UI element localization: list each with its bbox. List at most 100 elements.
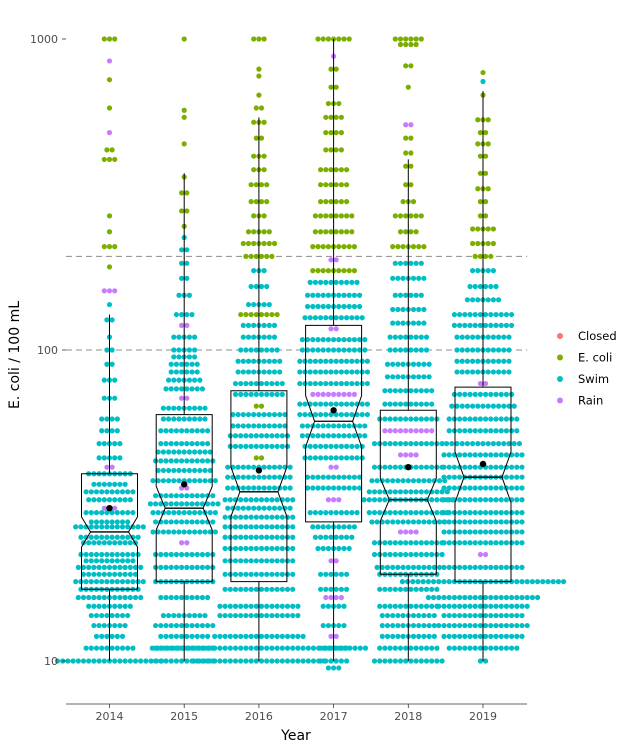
data-point <box>333 369 339 375</box>
data-point <box>186 334 192 340</box>
data-point <box>454 347 460 353</box>
data-point <box>457 311 463 318</box>
data-point <box>264 524 270 530</box>
data-point <box>258 443 265 449</box>
data-point <box>297 358 303 364</box>
data-point <box>210 551 216 558</box>
data-point <box>449 403 455 409</box>
data-point <box>423 347 430 353</box>
data-point <box>179 311 185 318</box>
data-point <box>366 510 372 516</box>
data-point <box>421 564 427 570</box>
data-point <box>158 594 164 601</box>
data-point <box>117 540 123 546</box>
data-point <box>245 322 252 328</box>
data-point <box>457 612 463 619</box>
data-point <box>519 603 525 609</box>
data-point <box>344 380 350 387</box>
data-point <box>253 612 259 619</box>
data-point <box>163 658 169 664</box>
data-point <box>117 594 123 601</box>
data-point <box>429 645 435 651</box>
data-point <box>132 594 139 601</box>
data-point <box>403 163 409 169</box>
data-point <box>323 443 329 449</box>
data-point <box>434 571 440 577</box>
data-point <box>454 358 460 364</box>
data-point <box>279 633 285 639</box>
data-point <box>266 369 272 375</box>
data-point <box>112 540 118 546</box>
data-point <box>392 416 398 422</box>
data-point <box>498 603 504 609</box>
data-point <box>503 594 509 601</box>
data-point <box>493 510 499 516</box>
data-point <box>130 489 136 495</box>
data-point <box>336 433 342 439</box>
data-point <box>269 443 275 449</box>
data-point <box>346 303 352 310</box>
data-point <box>325 268 331 274</box>
data-point <box>258 658 265 664</box>
data-point <box>488 322 494 328</box>
data-point <box>125 519 131 525</box>
data-point <box>282 423 288 429</box>
data-point <box>483 416 489 422</box>
data-point <box>514 428 520 434</box>
data-point <box>125 579 131 585</box>
data-point <box>307 358 313 364</box>
data-point <box>462 564 468 570</box>
data-point <box>179 594 185 601</box>
data-point <box>248 182 254 188</box>
data-point <box>451 612 457 619</box>
data-point <box>184 622 190 629</box>
data-point <box>514 529 520 535</box>
data-point <box>258 633 265 639</box>
data-point <box>184 275 190 281</box>
data-point <box>400 612 406 619</box>
data-point <box>184 493 190 499</box>
data-point <box>457 416 463 422</box>
data-point <box>416 320 422 326</box>
data-point <box>101 288 107 294</box>
data-point <box>202 449 208 455</box>
data-point <box>168 594 174 601</box>
data-point <box>243 545 249 552</box>
data-point <box>266 411 272 418</box>
data-point <box>189 361 195 367</box>
data-point <box>382 658 388 664</box>
data-point <box>434 464 440 470</box>
data-point <box>99 510 105 516</box>
data-point <box>545 579 551 585</box>
data-point <box>413 441 419 447</box>
data-point <box>462 519 468 525</box>
data-point <box>514 633 520 639</box>
data-point <box>331 497 337 503</box>
data-point <box>171 449 177 455</box>
data-point <box>413 388 419 394</box>
data-point <box>248 514 254 520</box>
data-point <box>158 441 164 447</box>
data-point <box>467 311 473 318</box>
data-point <box>112 658 118 664</box>
data-point <box>390 622 396 629</box>
data-point <box>408 388 414 394</box>
data-point <box>325 474 331 480</box>
data-point <box>509 540 515 546</box>
data-point <box>377 658 383 664</box>
data-point <box>344 658 350 664</box>
data-point <box>377 510 383 516</box>
data-point <box>93 558 100 564</box>
data-point <box>96 441 102 447</box>
data-point <box>431 564 437 570</box>
data-point <box>93 579 100 585</box>
data-point <box>227 443 233 449</box>
data-point <box>210 519 216 525</box>
data-point <box>248 524 254 530</box>
data-point <box>202 478 208 484</box>
data-point <box>106 36 113 42</box>
data-point <box>483 391 489 397</box>
data-point <box>232 443 239 449</box>
data-point <box>349 358 355 364</box>
data-point <box>274 658 280 664</box>
